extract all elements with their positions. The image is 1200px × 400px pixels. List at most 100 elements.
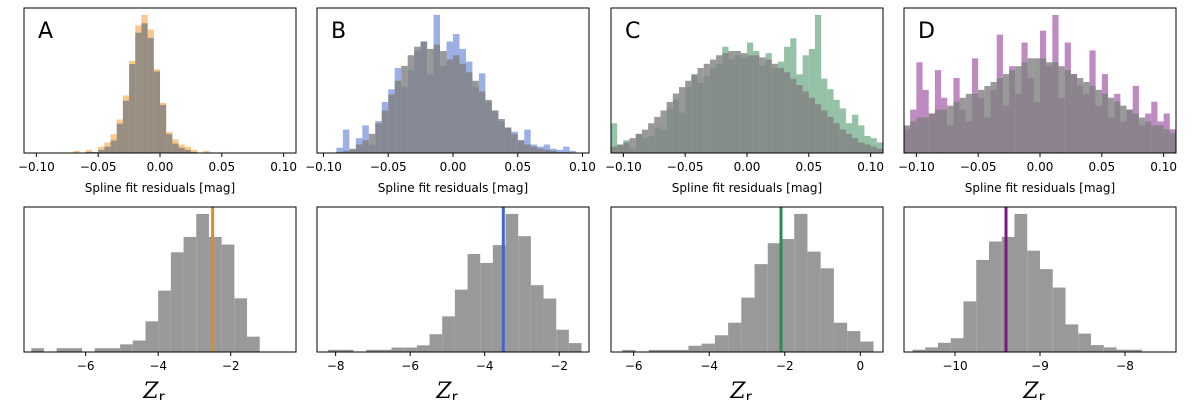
bar-counts <box>1040 269 1053 352</box>
bar-model <box>491 110 499 153</box>
bar-observed <box>524 129 531 153</box>
bar-model <box>691 74 698 153</box>
bar-observed <box>342 129 350 153</box>
bar-model <box>485 99 492 153</box>
bar-model <box>790 78 797 153</box>
bar-counts <box>429 334 443 352</box>
bar-model <box>672 93 679 153</box>
bar-observed <box>569 150 577 153</box>
bar-model <box>141 23 148 153</box>
bars <box>912 213 1142 352</box>
bar-counts <box>701 343 715 352</box>
bar-model <box>910 121 917 153</box>
bar-counts <box>675 349 689 352</box>
bar-model <box>648 123 655 153</box>
bar-model <box>635 133 642 153</box>
bar-model <box>401 65 408 153</box>
bar-counts <box>158 290 171 352</box>
bar-counts <box>234 298 248 352</box>
bar-model <box>1101 93 1108 153</box>
bar-model <box>1126 109 1133 153</box>
bar-counts <box>648 349 662 352</box>
bar-model <box>556 151 564 153</box>
x-tick-label: 0.10 <box>1150 160 1177 174</box>
panel-letter: C <box>625 19 640 44</box>
bar-counts <box>976 259 989 352</box>
bars <box>31 213 260 352</box>
bar-model <box>629 138 636 153</box>
bar-counts <box>340 349 354 352</box>
bar-observed <box>916 62 923 153</box>
bar-observed <box>876 142 883 153</box>
bar-model <box>349 148 356 153</box>
bars <box>904 14 1176 153</box>
bar-model <box>478 91 486 153</box>
bar-observed <box>336 147 343 153</box>
x-tick-label: 0.00 <box>1027 160 1054 174</box>
bar-counts <box>989 241 1002 352</box>
panel-c: −0.10 −0.05 0.00 0.05 0.10 Spline fit residua… <box>605 7 884 195</box>
x-axis-label: Spline fit residuals [mag] <box>965 181 1115 195</box>
bar-model <box>753 55 760 153</box>
x-tick-label: 0.10 <box>270 160 297 174</box>
bar-counts <box>860 341 874 352</box>
x-axis-label: Zr <box>1022 379 1045 400</box>
x-tick-label: −0.05 <box>667 160 704 174</box>
bar-model <box>433 44 441 153</box>
bar-model <box>916 117 923 153</box>
bar-counts <box>454 289 468 352</box>
bar-model <box>747 55 754 153</box>
bar-model <box>184 149 191 153</box>
bar-model <box>839 129 846 153</box>
bar-model <box>147 37 154 153</box>
panel-letter: D <box>918 19 935 44</box>
x-tick-label: −2 <box>776 359 794 373</box>
bar-observed <box>203 150 210 153</box>
bar-model <box>796 85 803 153</box>
bar-model <box>771 63 778 153</box>
bar-model <box>1077 78 1084 153</box>
bar-counts <box>94 348 108 352</box>
bar-counts <box>1078 333 1091 352</box>
bar-model <box>537 148 544 153</box>
bar-counts <box>69 348 83 352</box>
x-tick-label: −6 <box>401 359 419 373</box>
x-tick-label: −6 <box>77 359 95 373</box>
bar-model <box>550 150 557 153</box>
x-tick-label: −0.05 <box>80 160 117 174</box>
panel-b: −0.10 −0.05 0.00 0.05 0.10 Spline fit residua… <box>305 7 596 195</box>
bar-observed <box>815 14 822 153</box>
bar-model <box>759 57 766 153</box>
bar-model <box>815 104 822 153</box>
bar-model <box>336 151 343 153</box>
x-tick-label: 0 <box>857 359 865 373</box>
bar-observed <box>611 123 618 153</box>
bar-model <box>1163 129 1170 153</box>
x-tick-label: 0.05 <box>208 160 235 174</box>
bar-counts <box>132 340 146 352</box>
bar-observed <box>190 149 198 153</box>
bar-model <box>734 51 741 153</box>
bar-counts <box>404 347 417 352</box>
bar-counts <box>391 347 405 352</box>
bar-counts <box>714 335 729 352</box>
panel-d: −0.10 −0.05 0.00 0.05 0.10 Spline fit residua… <box>898 7 1177 195</box>
bar-model <box>446 59 453 153</box>
bar-model <box>1132 113 1139 153</box>
bar-model <box>928 113 935 153</box>
x-axis-label: Zr <box>435 379 458 400</box>
bar-model <box>941 109 948 153</box>
bar-model <box>965 93 972 153</box>
bar-model <box>709 59 717 153</box>
bar-model <box>511 133 518 153</box>
x-tick-label: −4 <box>149 359 167 373</box>
x-axis-label: Spline fit residuals [mag] <box>378 181 528 195</box>
x-tick-label: 0.10 <box>857 160 884 174</box>
bar-model <box>722 53 729 153</box>
bar-counts <box>833 322 848 352</box>
x-tick-label: 0.00 <box>734 160 761 174</box>
bar-counts <box>518 236 531 352</box>
x-tick-label: −0.10 <box>605 160 642 174</box>
bar-counts <box>622 349 636 352</box>
bar-model <box>166 134 173 153</box>
